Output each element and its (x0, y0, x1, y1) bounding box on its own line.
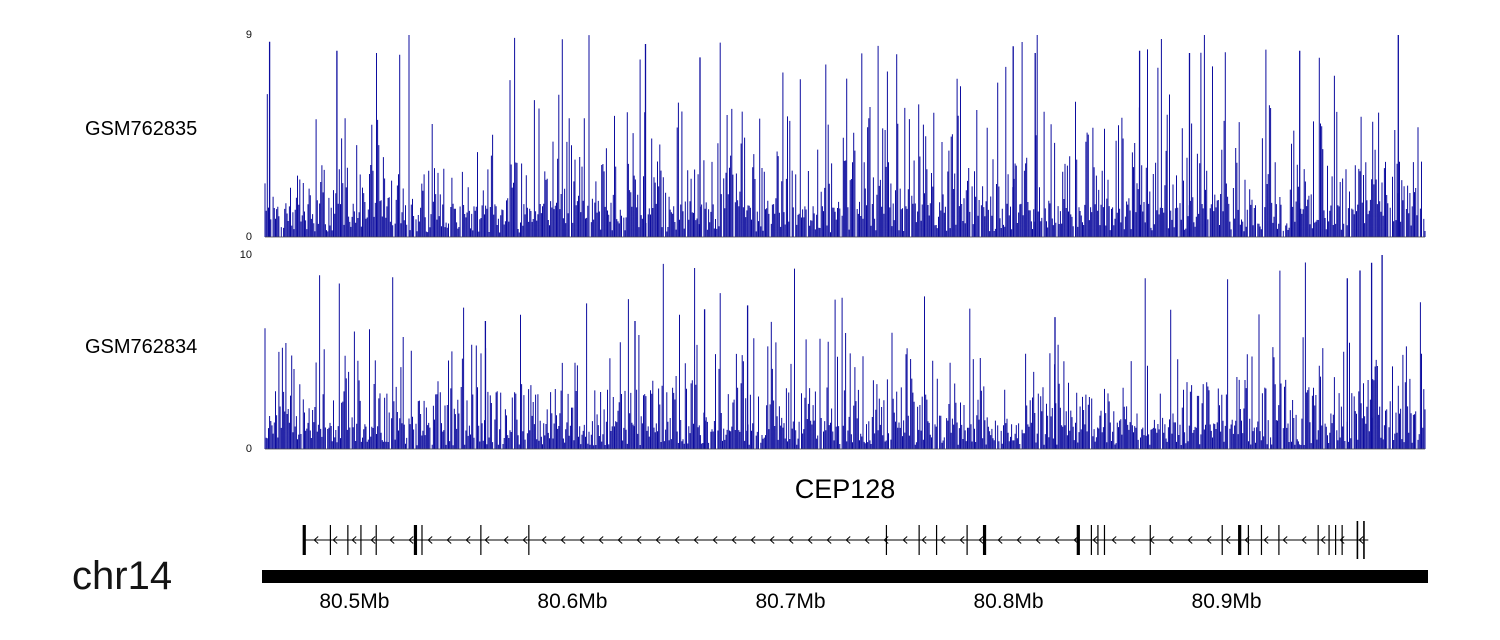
track-label-gsm762834: GSM762834 (85, 336, 198, 358)
axis-tick-label: 80.6Mb (537, 590, 608, 613)
track1-ymin-label: 0 (245, 231, 252, 243)
track1-ymax-label: 9 (245, 29, 252, 41)
axis-tick-label: 80.7Mb (755, 590, 826, 613)
track2-ymin-label: 0 (245, 443, 252, 455)
gene-title: CEP128 (794, 474, 896, 504)
axis-tick-label: 80.5Mb (319, 590, 390, 613)
track2-ymax-label: 10 (239, 249, 252, 261)
axis-tick-label: 80.9Mb (1191, 590, 1262, 613)
axis-tick-label: 80.8Mb (973, 590, 1044, 613)
chromosome-label: chr14 (72, 554, 173, 598)
track-label-gsm762835: GSM762835 (85, 118, 198, 140)
